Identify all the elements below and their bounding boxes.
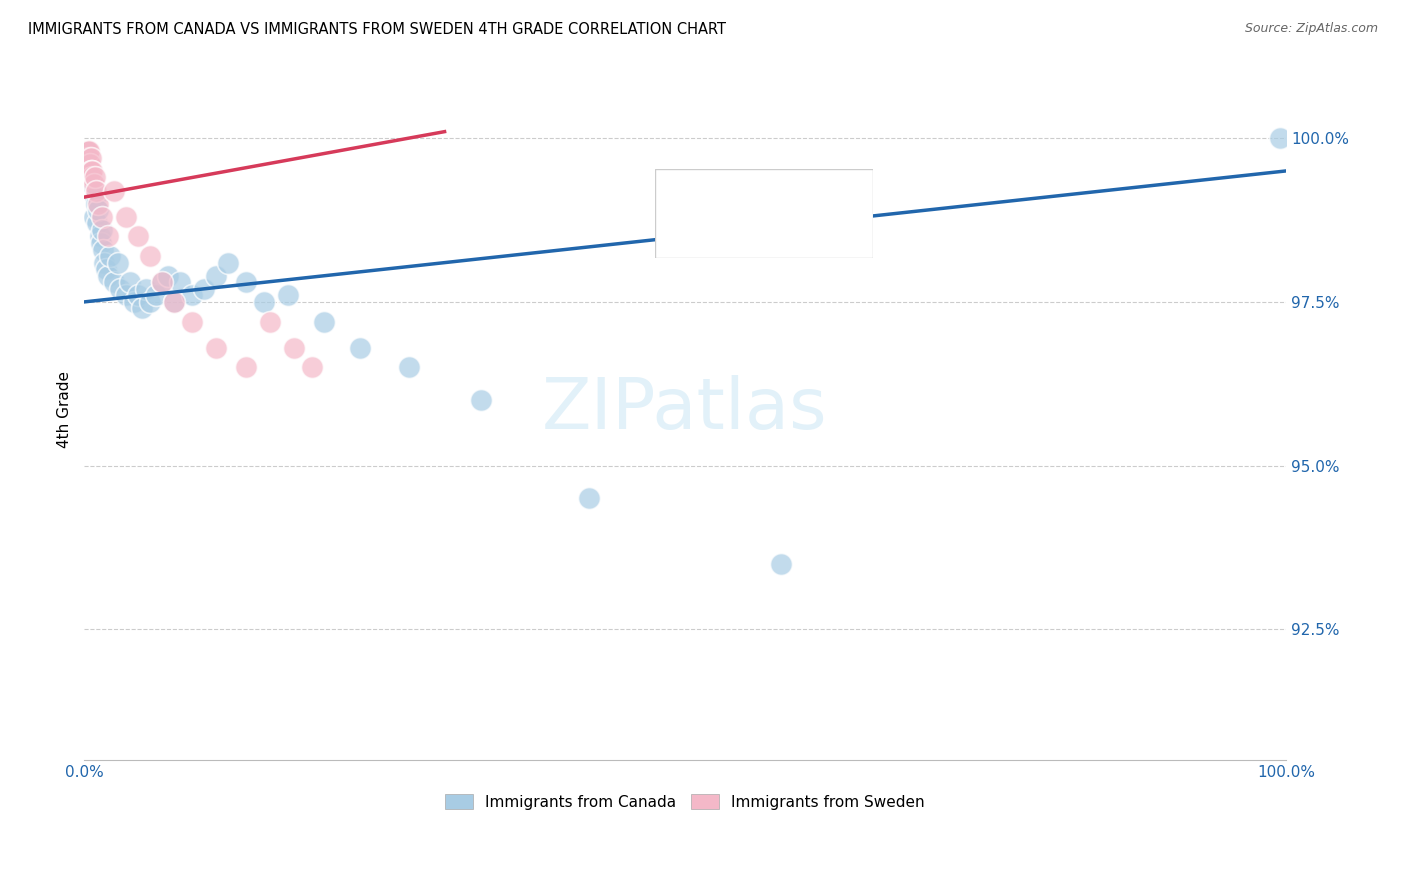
Point xyxy=(398,360,420,375)
Text: ZIPatlas: ZIPatlas xyxy=(543,376,828,444)
Point xyxy=(76,164,98,178)
Point xyxy=(75,157,97,171)
Point xyxy=(79,145,101,159)
Point xyxy=(97,229,120,244)
Point xyxy=(76,151,98,165)
Point xyxy=(83,170,105,185)
FancyBboxPatch shape xyxy=(662,178,695,206)
Text: 33: 33 xyxy=(830,226,849,241)
FancyBboxPatch shape xyxy=(655,169,873,258)
Point xyxy=(82,164,104,178)
Point xyxy=(77,164,100,178)
Text: 46: 46 xyxy=(830,185,849,200)
Text: R =: R = xyxy=(703,226,735,241)
Text: 0.312: 0.312 xyxy=(738,185,785,200)
Text: R =: R = xyxy=(703,185,735,200)
Text: Source: ZipAtlas.com: Source: ZipAtlas.com xyxy=(1244,22,1378,36)
Point xyxy=(91,210,114,224)
Point xyxy=(1268,131,1291,145)
Point xyxy=(235,275,257,289)
Point xyxy=(91,243,114,257)
Point xyxy=(578,491,600,506)
Point xyxy=(235,360,257,375)
Point xyxy=(205,268,228,283)
Point xyxy=(253,294,276,309)
Point xyxy=(349,341,371,355)
Point xyxy=(91,223,114,237)
Point xyxy=(277,288,299,302)
Point xyxy=(205,341,228,355)
Point xyxy=(87,203,110,218)
Point xyxy=(89,229,111,244)
Point xyxy=(124,294,146,309)
Point xyxy=(82,177,104,191)
Point xyxy=(135,282,157,296)
Text: IMMIGRANTS FROM CANADA VS IMMIGRANTS FROM SWEDEN 4TH GRADE CORRELATION CHART: IMMIGRANTS FROM CANADA VS IMMIGRANTS FRO… xyxy=(28,22,725,37)
Point xyxy=(76,145,98,159)
Point xyxy=(94,262,117,277)
Point xyxy=(76,145,98,159)
Y-axis label: 4th Grade: 4th Grade xyxy=(58,371,72,449)
Point xyxy=(163,294,186,309)
Point xyxy=(83,190,105,204)
Point xyxy=(79,157,101,171)
Point xyxy=(80,164,103,178)
Point xyxy=(127,288,149,302)
Point xyxy=(157,268,180,283)
Point xyxy=(84,184,107,198)
Point xyxy=(107,255,129,269)
Point xyxy=(139,249,162,263)
Point xyxy=(103,275,125,289)
Legend: Immigrants from Canada, Immigrants from Sweden: Immigrants from Canada, Immigrants from … xyxy=(439,788,931,816)
Point xyxy=(118,275,141,289)
Text: 0.372: 0.372 xyxy=(738,226,785,241)
Point xyxy=(77,157,100,171)
Point xyxy=(314,315,336,329)
Point xyxy=(150,275,173,289)
Point xyxy=(131,301,153,316)
Point xyxy=(301,360,323,375)
Text: N =: N = xyxy=(786,226,828,241)
Point xyxy=(127,229,149,244)
Point xyxy=(115,288,138,302)
Text: N =: N = xyxy=(786,185,828,200)
Point xyxy=(115,210,138,224)
FancyBboxPatch shape xyxy=(662,219,695,247)
Point xyxy=(163,294,186,309)
Point xyxy=(108,282,131,296)
Point xyxy=(90,235,112,250)
Point xyxy=(283,341,305,355)
Point xyxy=(169,275,191,289)
Point xyxy=(470,393,492,408)
Point xyxy=(259,315,281,329)
Point xyxy=(79,157,101,171)
Point xyxy=(75,151,97,165)
Point xyxy=(79,151,101,165)
Point xyxy=(139,294,162,309)
Point xyxy=(77,151,100,165)
Point xyxy=(145,288,167,302)
Point xyxy=(150,275,173,289)
Point xyxy=(77,145,100,159)
Point xyxy=(93,255,115,269)
Point xyxy=(97,268,120,283)
Point xyxy=(770,557,793,571)
Point xyxy=(83,177,105,191)
Point xyxy=(80,164,103,178)
Point xyxy=(217,255,239,269)
Point xyxy=(100,249,122,263)
Point xyxy=(103,184,125,198)
Point xyxy=(83,210,105,224)
Point xyxy=(84,196,107,211)
Point xyxy=(181,288,204,302)
Point xyxy=(86,216,108,230)
Point xyxy=(80,170,103,185)
Point xyxy=(181,315,204,329)
Point xyxy=(193,282,215,296)
Point xyxy=(87,196,110,211)
